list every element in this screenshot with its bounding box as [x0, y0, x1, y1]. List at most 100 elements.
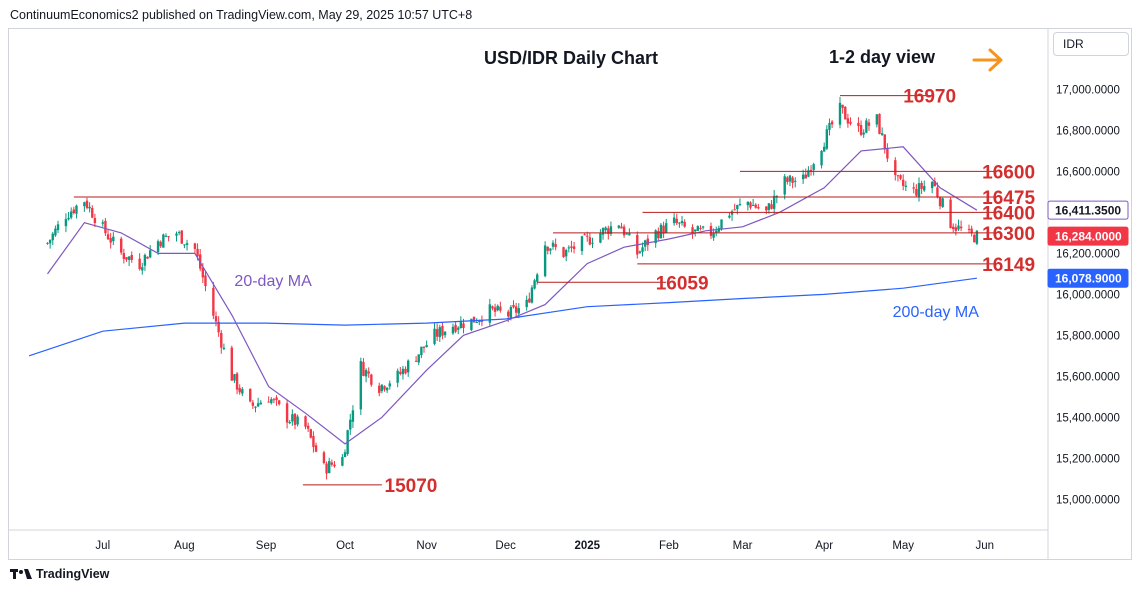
candle-body: [920, 182, 923, 189]
candle-body: [525, 299, 528, 308]
candle-body: [46, 242, 49, 244]
x-tick-label: Apr: [815, 540, 833, 552]
candle-body: [88, 206, 91, 209]
candle-body: [665, 223, 668, 233]
candle-body: [954, 227, 958, 231]
candle-body: [683, 221, 686, 227]
candle-body: [757, 207, 760, 209]
candle-body: [454, 324, 457, 332]
candle-body: [680, 220, 684, 224]
candle-body: [941, 198, 944, 208]
candle-body: [267, 401, 270, 403]
candle-body: [791, 177, 794, 183]
candle-body: [351, 410, 355, 422]
candle-body: [104, 220, 107, 234]
candle-body: [736, 204, 739, 210]
candle-body: [841, 104, 844, 108]
candle-body: [422, 346, 426, 348]
level-label: 16300: [982, 224, 1035, 245]
candle-body: [367, 371, 370, 374]
candle-body: [54, 228, 57, 236]
candle-body: [957, 225, 960, 230]
candle-body: [480, 319, 484, 322]
candle-body: [214, 316, 218, 322]
candle-body: [177, 232, 181, 234]
candle-body: [75, 205, 78, 214]
candle-body: [309, 429, 312, 438]
candle-body: [441, 325, 444, 336]
x-tick-label: Aug: [174, 540, 194, 552]
candle-body: [143, 254, 147, 266]
candle-body: [362, 361, 365, 376]
candle-body: [609, 226, 613, 234]
candle-body: [607, 228, 610, 234]
candle-body: [628, 233, 631, 236]
right-arrow-icon: [972, 48, 1003, 72]
candle-body: [794, 180, 797, 182]
candle-body: [738, 203, 742, 205]
candle-body: [343, 452, 347, 458]
x-tick-label: May: [892, 540, 914, 552]
candle-body: [312, 435, 315, 447]
candle-body: [912, 187, 915, 189]
candle-body: [583, 234, 586, 236]
candle-body: [772, 195, 776, 209]
candle-body: [823, 146, 826, 152]
candle-body: [306, 425, 310, 429]
candle-body: [715, 230, 718, 233]
candle-body: [959, 226, 963, 229]
candle-body: [478, 320, 481, 323]
candle-body: [883, 134, 886, 150]
currency-button[interactable]: IDR: [1053, 32, 1129, 56]
candle-body: [712, 233, 715, 238]
candle-body: [83, 202, 86, 207]
candle-body: [699, 228, 702, 230]
candle-body: [801, 174, 805, 180]
candle-body: [625, 233, 628, 235]
candle-body: [385, 387, 389, 391]
candle-body: [341, 457, 344, 466]
candle-body: [783, 176, 786, 195]
candle-body: [404, 368, 407, 374]
level-label: 16149: [982, 255, 1035, 276]
candle-body: [380, 384, 384, 392]
candle-body: [751, 204, 755, 206]
candle-body: [164, 235, 168, 237]
candle-body: [641, 247, 644, 252]
candle-body: [620, 226, 623, 229]
candle-body: [364, 370, 368, 377]
candle-body: [270, 399, 273, 404]
candle-body: [970, 228, 973, 234]
candle-body: [167, 236, 170, 238]
candle-body: [230, 347, 233, 381]
candle-body: [807, 170, 810, 177]
candle-body: [672, 217, 676, 224]
candle-body: [399, 371, 402, 374]
y-tick-label: 16,000.0000: [1056, 289, 1120, 301]
candle-body: [901, 179, 905, 186]
candle-body: [638, 251, 642, 253]
candle-body: [148, 250, 152, 258]
candle-body: [175, 233, 178, 236]
candle-body: [514, 306, 518, 313]
candle-body: [865, 120, 868, 133]
candle-body: [812, 164, 815, 170]
candle-body: [936, 187, 939, 197]
y-tick-label: 16,600.0000: [1056, 166, 1120, 178]
candle-body: [859, 125, 863, 135]
candle-body: [588, 237, 592, 245]
candle-body: [196, 248, 199, 257]
x-tick-label: Mar: [733, 540, 753, 552]
candle-body: [314, 445, 318, 452]
candle-body: [499, 306, 502, 311]
candle-body: [275, 397, 278, 401]
candle-body: [156, 241, 160, 253]
candle-body: [567, 247, 571, 249]
footer-brand[interactable]: TradingView: [10, 567, 109, 581]
candles-group: [46, 97, 979, 480]
price-badge: [1047, 200, 1129, 220]
candle-body: [880, 133, 884, 135]
candle-body: [330, 462, 334, 465]
level-label: 16475: [982, 188, 1035, 209]
